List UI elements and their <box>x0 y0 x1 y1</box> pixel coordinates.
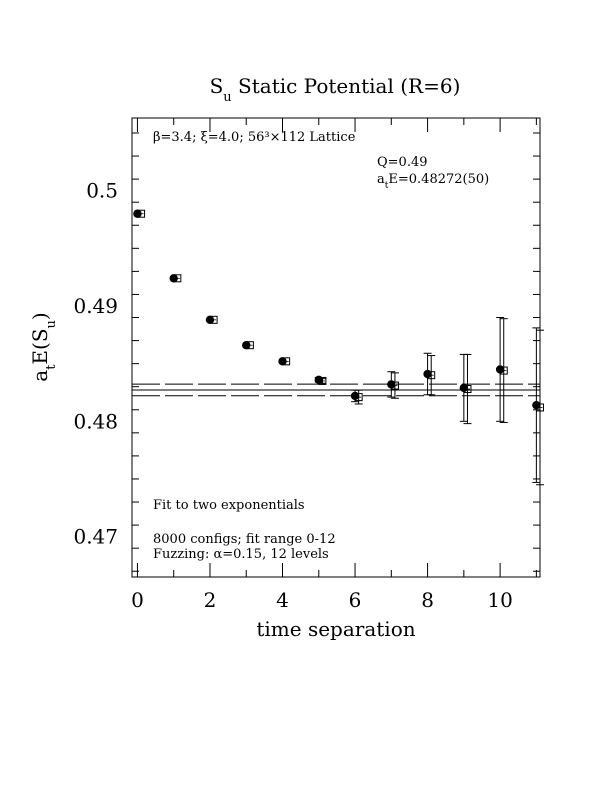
data-point-square <box>318 376 327 385</box>
x-tick-label: 10 <box>487 588 512 612</box>
data-point-square <box>499 366 508 375</box>
x-tick-label: 0 <box>131 588 144 612</box>
data-point-square <box>245 341 254 350</box>
data-point-square <box>390 381 399 390</box>
tick-labels: 0 2 4 6 8 10 0.47 0.48 0.49 0.5 <box>73 179 512 612</box>
data-point-square <box>536 403 544 412</box>
data-point-square <box>173 274 182 283</box>
x-tick-label: 6 <box>349 588 362 612</box>
x-tick-label: 4 <box>276 588 289 612</box>
y-tick-label: 0.47 <box>73 525 118 549</box>
fuzzing-annotation: Fuzzing: α=0.15, 12 levels <box>153 547 329 562</box>
y-tick-label: 0.49 <box>73 294 118 318</box>
x-axis-label: time separation <box>256 617 415 641</box>
data-point-square <box>282 357 291 366</box>
y-tick-label: 0.5 <box>86 179 118 203</box>
y-axis-label: atE(Su) <box>28 312 59 381</box>
data-point-square <box>427 371 436 380</box>
data-point-square <box>463 385 472 394</box>
data-point-square <box>354 393 363 402</box>
configs-annotation: 8000 configs; fit range 0-12 <box>153 532 336 547</box>
energy-annotation: atE=0.48272(50) <box>377 172 489 191</box>
data-point-square <box>137 209 146 218</box>
x-tick-label: 2 <box>204 588 217 612</box>
data-points <box>133 209 544 486</box>
data-point-square <box>209 315 218 324</box>
x-tick-label: 8 <box>421 588 434 612</box>
lattice-annotation: β=3.4; ξ=4.0; 56³×112 Lattice <box>153 130 356 145</box>
fit-annotation: Fit to two exponentials <box>153 498 305 513</box>
fit-band <box>132 383 540 397</box>
q-annotation: Q=0.49 <box>377 155 428 170</box>
chart-title: Su Static Potential (R=6) <box>210 74 461 105</box>
y-tick-label: 0.48 <box>73 409 118 433</box>
